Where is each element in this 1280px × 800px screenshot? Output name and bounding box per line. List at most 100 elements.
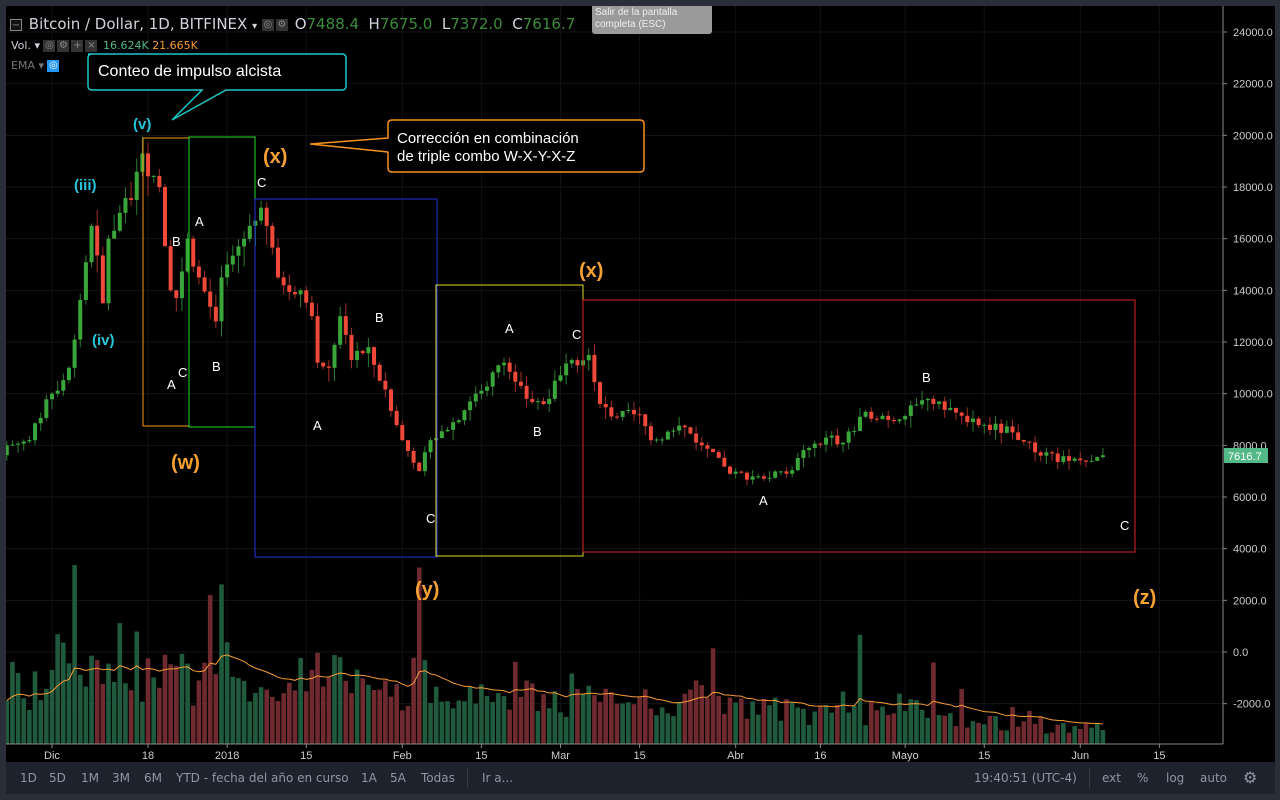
candle (903, 416, 908, 420)
candle (1083, 460, 1088, 462)
collapse-icon[interactable]: − (10, 18, 22, 31)
candle (541, 401, 546, 405)
candle (733, 471, 738, 474)
wave-label-y: (y) (415, 579, 439, 601)
abc-label: B (922, 370, 931, 385)
x-tick-label: Mayo (892, 750, 919, 762)
volume-label[interactable]: Vol. (11, 39, 31, 52)
volume-bar (693, 680, 699, 744)
candle (151, 175, 156, 177)
candle (332, 344, 337, 368)
settings-gear-icon[interactable]: ⚙ (1243, 768, 1258, 787)
eye-icon[interactable]: ◎ (43, 40, 56, 52)
y-tick-label: -2000.0 (1233, 699, 1270, 711)
range-all[interactable]: Todas (421, 771, 455, 785)
volume-bar (77, 674, 83, 744)
candle (728, 466, 732, 474)
goto-date-button[interactable]: Ir a... (482, 771, 514, 785)
auto-toggle[interactable]: auto (1200, 771, 1228, 785)
candle (439, 431, 444, 439)
volume-legend: Vol. ▾ ◎ ⚙ + × 16.624K 21.665K (11, 39, 198, 52)
candle (502, 362, 506, 366)
volume-bar (196, 680, 202, 744)
volume-bar (450, 708, 456, 744)
range-1a[interactable]: 1A (361, 771, 377, 785)
volume-bar (993, 716, 998, 744)
plus-icon[interactable]: + (71, 40, 84, 52)
volume-bar (818, 706, 823, 744)
correction-callout[interactable] (309, 119, 645, 173)
gear-icon[interactable]: ⚙ (57, 40, 70, 52)
percent-toggle[interactable]: % (1137, 771, 1149, 785)
candle (857, 416, 862, 431)
range-1m[interactable]: 1M (81, 771, 99, 785)
volume-bar (55, 634, 60, 744)
wave-label-iii: (iii) (74, 177, 97, 194)
chevron-down-icon[interactable]: ▾ (252, 21, 258, 32)
candle (422, 452, 427, 472)
ema-label[interactable]: EMA (11, 59, 35, 72)
impulse-callout[interactable] (87, 53, 347, 121)
volume-bar (422, 660, 428, 744)
range-5d[interactable]: 5D (49, 771, 66, 785)
volume-bar (925, 717, 931, 744)
eye-icon[interactable]: ◎ (261, 18, 274, 31)
volume-bar (710, 648, 716, 744)
candle (394, 410, 399, 426)
range-5a[interactable]: 5A (390, 771, 406, 785)
box-z[interactable] (582, 299, 1136, 553)
x-tick-label: Mar (551, 750, 570, 762)
candle (1021, 439, 1026, 442)
volume-bar (1066, 732, 1072, 744)
candle (157, 175, 162, 188)
price-chart[interactable]: 24000.0 22000.0 20000.0 18000.0 16000.0 14000… (6, 6, 1275, 762)
volume-bar (428, 703, 433, 744)
volume-bar (840, 691, 846, 744)
candle (16, 443, 21, 445)
candle (1078, 458, 1083, 461)
volume-bar (490, 701, 495, 744)
x-tick-label: Feb (393, 750, 412, 762)
chart-panel[interactable]: 24000.0 22000.0 20000.0 18000.0 16000.0 14000… (6, 6, 1275, 794)
candle (72, 339, 77, 368)
range-1d[interactable]: 1D (20, 771, 37, 785)
candle (44, 399, 49, 418)
close-icon[interactable]: × (85, 40, 98, 52)
wave-label-v: (v) (133, 116, 151, 133)
volume-bar (479, 684, 484, 744)
volume-bar (264, 689, 269, 744)
eye-icon[interactable]: ◎ (47, 60, 60, 72)
candle (739, 471, 744, 473)
range-3m[interactable]: 3M (112, 771, 130, 785)
ext-toggle[interactable]: ext (1102, 771, 1121, 785)
box-y[interactable] (254, 198, 438, 558)
x-tick-label: 16 (814, 750, 826, 762)
volume-bar (383, 680, 388, 744)
volume-bar (467, 686, 473, 744)
abc-label: C (257, 175, 266, 190)
range-6m[interactable]: 6M (144, 771, 162, 785)
volume-bar (976, 722, 981, 744)
volume-bar (343, 680, 349, 744)
volume-bar (501, 696, 507, 744)
candle (146, 153, 151, 177)
volume-bar (32, 671, 38, 744)
volume-bar (513, 661, 518, 744)
volume-bar (258, 687, 264, 744)
volume-bar (575, 689, 580, 744)
gear-icon[interactable]: ⚙ (275, 18, 288, 31)
volume-bar (857, 634, 863, 744)
candle (835, 435, 840, 445)
candle (812, 443, 817, 448)
candle (999, 423, 1004, 433)
volume-bar (586, 685, 592, 744)
volume-bar (705, 697, 710, 744)
range-ytd[interactable]: YTD - fecha del año en curso (176, 771, 349, 785)
volume-bar (219, 584, 224, 744)
log-toggle[interactable]: log (1166, 771, 1185, 785)
candle (648, 426, 653, 441)
x-tick-label: 15 (475, 750, 487, 762)
candle (95, 225, 100, 256)
volume-bar (111, 681, 117, 744)
symbol-title[interactable]: Bitcoin / Dollar, 1D, BITFINEX (28, 15, 248, 33)
